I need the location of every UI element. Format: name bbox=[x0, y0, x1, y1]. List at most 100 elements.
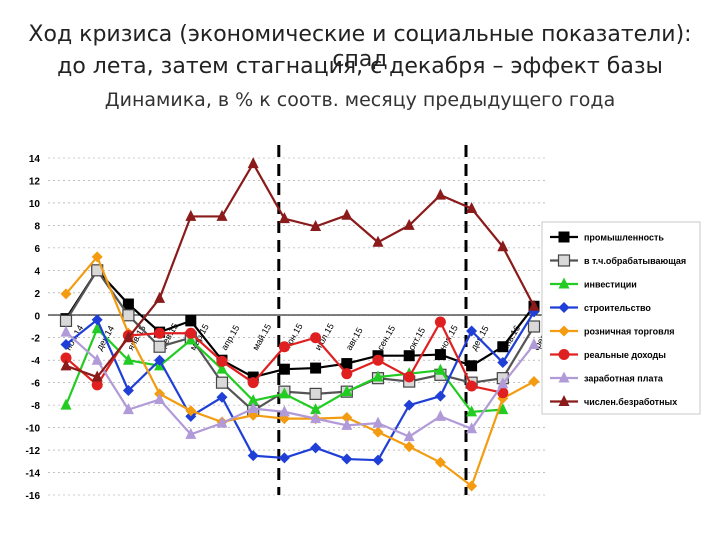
legend-entry: числен.безработных bbox=[550, 395, 677, 407]
data-point bbox=[403, 371, 415, 383]
data-point bbox=[91, 353, 103, 365]
data-point bbox=[372, 426, 384, 438]
data-point bbox=[497, 356, 509, 368]
data-point bbox=[60, 359, 72, 371]
data-point bbox=[434, 316, 446, 328]
data-point bbox=[497, 341, 509, 353]
data-point bbox=[497, 377, 509, 389]
data-point bbox=[466, 480, 478, 492]
data-point bbox=[91, 251, 103, 263]
data-point bbox=[527, 320, 541, 333]
series-line bbox=[65, 268, 535, 413]
data-point bbox=[122, 331, 134, 343]
data-point bbox=[278, 387, 290, 399]
data-point bbox=[154, 393, 166, 405]
legend-label: в т.ч.обрабатывающая bbox=[584, 256, 686, 266]
y-tick-label: 12 bbox=[29, 176, 41, 187]
data-point bbox=[216, 391, 228, 403]
data-point bbox=[434, 456, 446, 468]
legend-label: заработная плата bbox=[584, 374, 664, 384]
legend-label: строительство bbox=[584, 303, 651, 313]
data-point bbox=[310, 403, 322, 415]
data-point bbox=[310, 412, 322, 424]
data-point bbox=[247, 377, 259, 389]
data-point bbox=[122, 353, 134, 365]
data-point bbox=[91, 314, 103, 326]
chart-subtitle: Динамика, в % к соотв. месяцу предыдущег… bbox=[104, 89, 616, 111]
data-point bbox=[60, 288, 72, 300]
y-tick-label: 8 bbox=[34, 221, 40, 232]
series-line bbox=[65, 331, 535, 438]
data-point bbox=[59, 314, 73, 327]
series-line bbox=[65, 311, 535, 462]
data-point bbox=[558, 395, 570, 406]
data-point bbox=[122, 385, 134, 397]
data-point bbox=[278, 212, 290, 224]
y-tick-label: 6 bbox=[34, 244, 40, 255]
y-tick-label: -2 bbox=[31, 334, 40, 345]
data-point bbox=[185, 427, 197, 439]
data-point bbox=[372, 454, 384, 466]
data-point bbox=[185, 315, 197, 327]
data-point bbox=[341, 411, 353, 423]
y-tick-label: -12 bbox=[26, 446, 41, 457]
y-tick-label: -6 bbox=[31, 379, 40, 390]
data-point bbox=[528, 337, 540, 349]
data-point bbox=[185, 327, 197, 339]
data-point bbox=[558, 231, 570, 243]
data-point bbox=[185, 405, 197, 417]
data-point bbox=[466, 325, 478, 337]
data-point bbox=[403, 350, 415, 362]
y-tick-label: 14 bbox=[29, 154, 41, 165]
data-point bbox=[497, 240, 509, 252]
data-point bbox=[466, 202, 478, 214]
data-point bbox=[558, 277, 570, 289]
legend-entry: инвестиции bbox=[550, 277, 637, 290]
data-point bbox=[466, 405, 478, 417]
data-point bbox=[278, 452, 290, 464]
series-заработная плата bbox=[60, 325, 540, 442]
data-point bbox=[309, 387, 322, 400]
data-point bbox=[60, 325, 72, 337]
data-point bbox=[154, 327, 166, 339]
series-line bbox=[65, 254, 535, 488]
y-tick-label: -16 bbox=[26, 491, 41, 502]
x-tick-label: окт.15 bbox=[406, 326, 427, 352]
legend-label: числен.безработных bbox=[584, 397, 677, 407]
data-point bbox=[215, 376, 229, 389]
data-point bbox=[434, 409, 446, 421]
data-point bbox=[372, 416, 384, 428]
y-tick-label: 0 bbox=[34, 311, 40, 322]
data-point bbox=[557, 254, 571, 267]
data-point bbox=[60, 398, 72, 410]
y-tick-label: 4 bbox=[34, 266, 40, 277]
data-point bbox=[403, 399, 415, 411]
data-point bbox=[466, 422, 478, 434]
data-point bbox=[341, 208, 353, 220]
data-point bbox=[216, 355, 228, 367]
series-инвестиции bbox=[60, 322, 509, 417]
data-point bbox=[497, 403, 509, 415]
data-point bbox=[372, 370, 384, 382]
data-point bbox=[403, 430, 415, 442]
data-point bbox=[528, 376, 540, 388]
legend-entry: реальные доходы bbox=[550, 349, 666, 360]
data-point bbox=[278, 363, 290, 375]
data-point bbox=[310, 362, 322, 374]
data-point bbox=[434, 390, 446, 402]
legend-entry: строительство bbox=[550, 302, 651, 313]
data-point bbox=[372, 235, 384, 247]
data-point bbox=[91, 379, 103, 391]
data-point bbox=[466, 380, 478, 392]
data-point bbox=[216, 209, 228, 221]
data-point bbox=[154, 354, 166, 366]
data-point bbox=[91, 322, 103, 334]
data-point bbox=[185, 333, 197, 345]
legend-label: инвестиции bbox=[584, 280, 637, 290]
data-point bbox=[185, 410, 197, 422]
y-tick-label: 2 bbox=[34, 289, 40, 300]
legend-label: промышленность bbox=[584, 233, 664, 243]
data-point bbox=[434, 363, 446, 375]
data-point bbox=[153, 340, 166, 353]
